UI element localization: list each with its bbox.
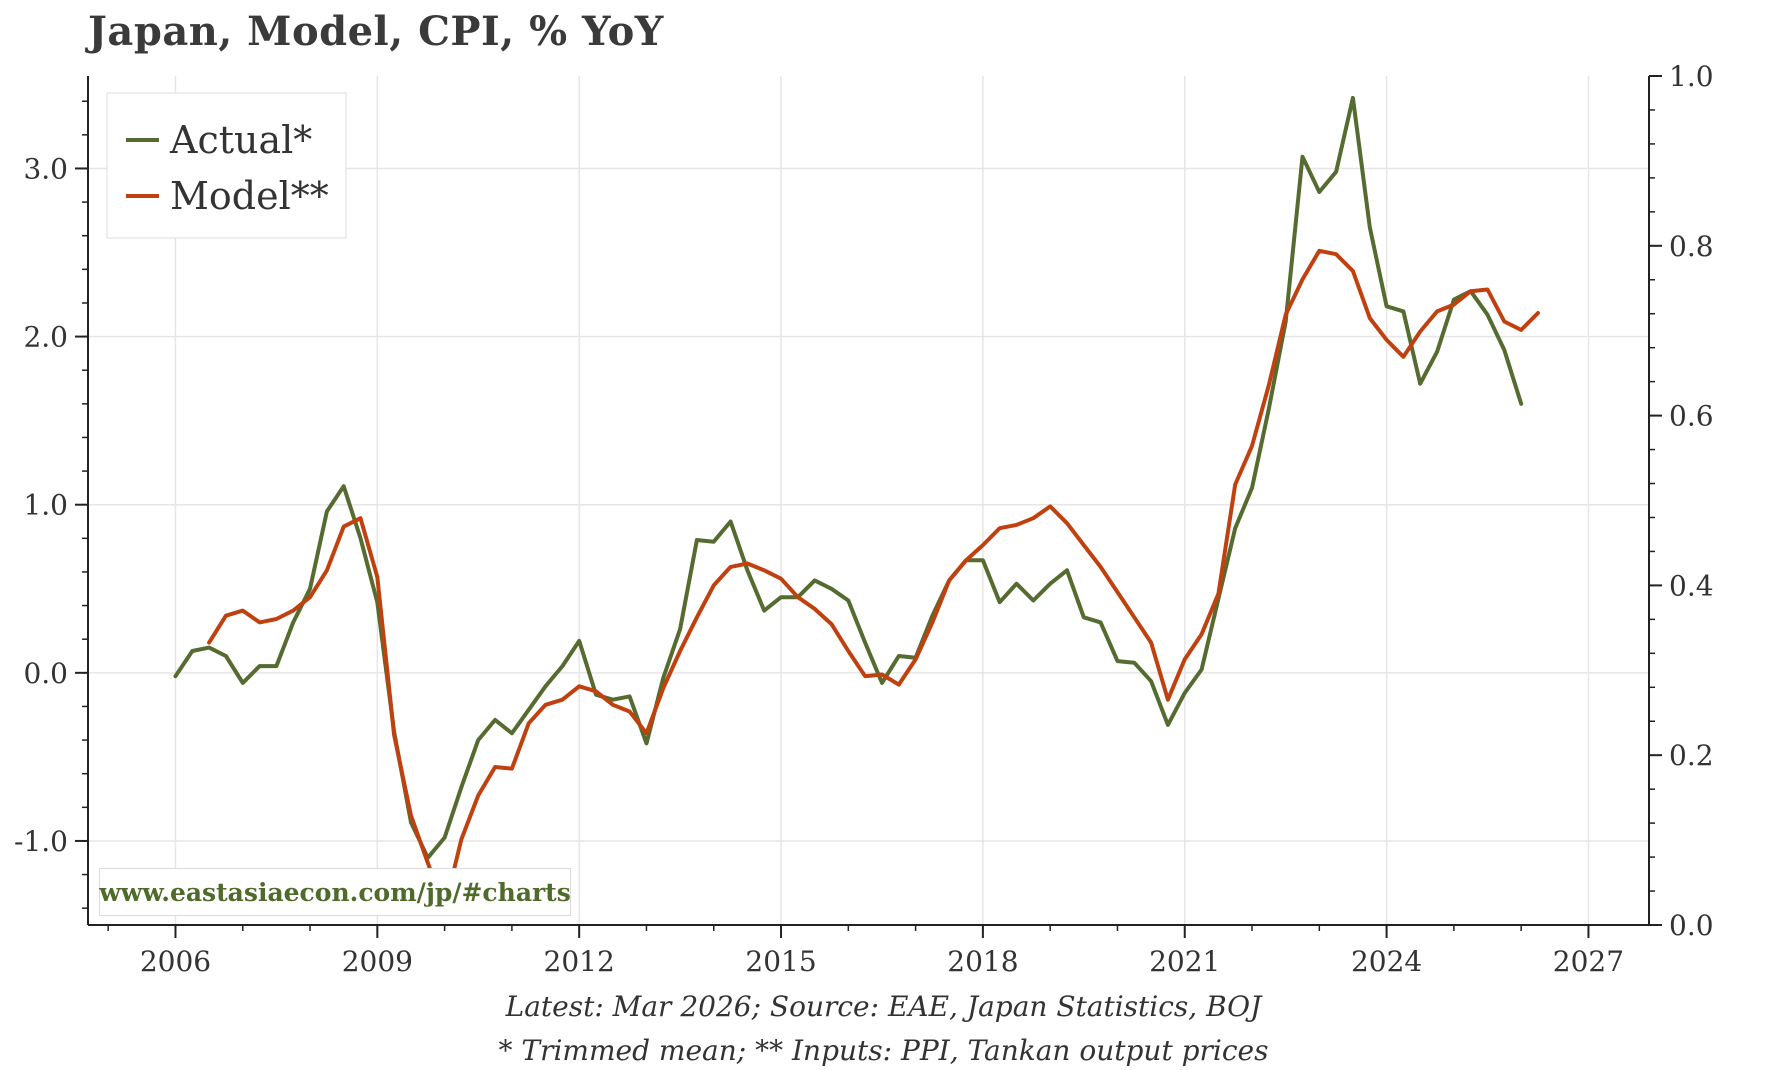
y-right-tick-label: 0.0 [1669,909,1714,942]
y-right-tick-label: 0.6 [1669,400,1714,433]
legend-label-actual: Actual* [169,118,312,162]
y-tick-label: 0.0 [23,657,68,690]
legend-box [106,92,347,239]
footnote-source: Latest: Mar 2026; Source: EAE, Japan Sta… [505,990,1262,1023]
x-tick-label: 2009 [342,945,413,978]
x-tick-label: 2006 [140,945,211,978]
y-right-tick-label: 0.8 [1669,230,1714,263]
legend: Actual* Model** [106,92,347,239]
x-tick-label: 2024 [1351,945,1422,978]
x-tick-label: 2018 [947,945,1018,978]
chart-title: Japan, Model, CPI, % YoY [88,8,664,55]
series [173,95,1540,911]
y-tick-label: 3.0 [23,152,68,185]
x-tick-label: 2021 [1149,945,1220,978]
x-tick-label: 2015 [745,945,816,978]
series-line-model [207,248,1540,911]
x-tick-label: 2012 [544,945,615,978]
watermark-link[interactable]: www.eastasiaecon.com/jp/#charts [99,868,571,916]
y-right-tick-label: 0.4 [1669,569,1714,602]
x-tick-label: 2027 [1553,945,1624,978]
y-tick-label: -1.0 [14,825,68,858]
grid [88,76,1649,925]
y-right-tick-label: 0.2 [1669,739,1714,772]
y-tick-label: 2.0 [23,321,68,354]
y-tick-label: 1.0 [23,489,68,522]
legend-label-model: Model** [170,174,329,218]
y-right-tick-label: 1.0 [1669,60,1714,93]
footnote-definitions: * Trimmed mean; ** Inputs: PPI, Tankan o… [498,1034,1269,1067]
axes: -1.0 0.0 1.0 2.0 3.0 0.0 0.2 0.4 0.6 0.8 1.0 2006 20… [14,60,1714,978]
